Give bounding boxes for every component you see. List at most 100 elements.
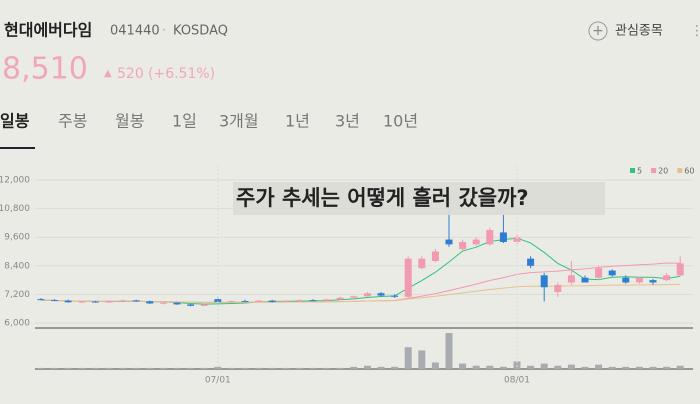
- candle-body: [187, 304, 195, 306]
- legend-swatch: [677, 168, 683, 173]
- tab[interactable]: 1일: [172, 112, 197, 131]
- candle-body: [241, 301, 249, 303]
- candle-body: [595, 268, 603, 278]
- volume-bar: [622, 366, 630, 369]
- volume-bar: [323, 367, 331, 369]
- watch-button[interactable]: 관심종목: [615, 24, 663, 39]
- candle-body: [350, 296, 358, 298]
- candle-body: [499, 232, 507, 242]
- volume-bar: [282, 367, 290, 369]
- volume-bar: [51, 367, 59, 369]
- candle-body: [567, 275, 575, 283]
- volume-bar: [350, 366, 358, 369]
- y-tick-label: 10,800: [0, 204, 30, 214]
- volume-bar: [649, 366, 657, 369]
- watch-icon[interactable]: [588, 21, 608, 41]
- y-tick-label: 12,000: [0, 176, 30, 186]
- volume-bar: [64, 367, 72, 369]
- volume-bar: [309, 367, 317, 369]
- candle-body: [445, 239, 453, 245]
- volume-bar: [499, 366, 507, 369]
- volume-bar: [635, 366, 643, 369]
- candle-body: [377, 293, 385, 296]
- volume-bar: [37, 367, 45, 369]
- volume-bar: [418, 350, 426, 369]
- volume-bar: [78, 367, 86, 369]
- separator: ·: [162, 24, 166, 39]
- volume-bar: [255, 367, 263, 369]
- tab[interactable]: 주봉: [58, 112, 87, 131]
- candle-body: [635, 277, 643, 283]
- up-arrow: ▲: [104, 68, 112, 79]
- candle-body: [418, 258, 426, 269]
- price: 8,510: [2, 52, 88, 87]
- tab[interactable]: 1년: [285, 112, 310, 131]
- market: KOSDAQ: [173, 24, 228, 39]
- moving-average: [40, 262, 681, 303]
- volume-bar: [132, 367, 140, 369]
- candle-body: [227, 301, 235, 303]
- candle-body: [119, 300, 127, 302]
- candle-body: [472, 239, 480, 245]
- y-tick-label: 8,400: [4, 261, 30, 271]
- candle-body: [622, 277, 630, 283]
- candle-body: [513, 237, 521, 242]
- candle-body: [214, 299, 222, 303]
- candle-body: [309, 300, 317, 302]
- legend-label: 60: [684, 167, 694, 176]
- tab[interactable]: 10년: [383, 112, 418, 131]
- volume-bar: [527, 365, 535, 369]
- volume-bar: [459, 363, 467, 369]
- candle-body: [323, 299, 331, 301]
- candle-body: [554, 284, 562, 293]
- candle-body: [268, 300, 276, 303]
- x-tick-label: 08/01: [504, 376, 530, 386]
- tab[interactable]: 일봉: [0, 112, 30, 131]
- overlay-text: 주가 추세는 어떻게 흘러 갔을까?: [236, 186, 529, 210]
- candle-body: [64, 300, 72, 303]
- volume-bar: [146, 367, 154, 369]
- candle-body: [78, 301, 86, 303]
- volume-bar: [119, 367, 127, 369]
- candle-body: [486, 230, 494, 245]
- tab[interactable]: 월봉: [115, 112, 144, 131]
- tab[interactable]: 3개월: [219, 112, 259, 131]
- volume-bar: [554, 365, 562, 369]
- volume-bar: [581, 366, 589, 369]
- volume-bar: [445, 333, 453, 369]
- watch-plus[interactable]: +: [592, 23, 604, 39]
- volume-bar: [200, 367, 208, 369]
- y-tick-label: 9,600: [4, 233, 30, 243]
- candle-body: [608, 270, 616, 276]
- volume-bar: [241, 367, 249, 369]
- candle-body: [663, 275, 671, 281]
- candle-body: [200, 304, 208, 306]
- candle-body: [363, 293, 371, 297]
- change: 520: [117, 66, 144, 82]
- stock-name: 현대에버다임: [4, 21, 92, 40]
- volume-bar: [608, 366, 616, 369]
- candle-body: [37, 299, 45, 301]
- candle-body: [132, 300, 140, 302]
- tab[interactable]: 3년: [335, 112, 360, 131]
- volume-bar: [663, 366, 671, 369]
- legend-swatch: [651, 168, 657, 173]
- candle-body: [91, 301, 99, 303]
- volume-bar: [363, 365, 371, 369]
- candle-body: [105, 300, 113, 303]
- volume-bar: [540, 363, 548, 369]
- candle-body: [527, 258, 535, 266]
- volume-bar: [595, 364, 603, 369]
- more[interactable]: ⋮: [690, 23, 700, 39]
- moving-average: [40, 283, 681, 303]
- legend-label: 5: [637, 167, 642, 176]
- candle-body: [336, 297, 344, 300]
- volume-bar: [486, 365, 494, 369]
- candle-body: [51, 300, 59, 302]
- candle-body: [459, 241, 467, 250]
- volume-bar: [391, 366, 399, 369]
- candle-body: [649, 280, 657, 283]
- volume-bar: [295, 367, 303, 369]
